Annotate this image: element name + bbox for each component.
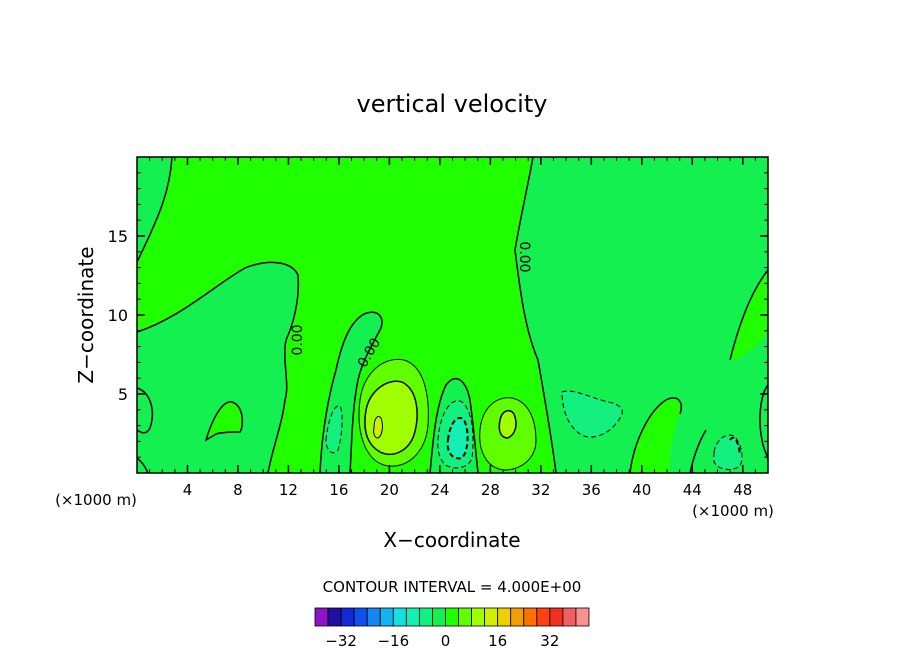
x-scale-note-right: (×1000 m) xyxy=(692,502,774,520)
colorbar-swatch xyxy=(562,607,577,627)
colorbar-swatch xyxy=(340,607,355,627)
colorbar-swatch xyxy=(327,607,342,627)
y-axis-label: Z−coordinate xyxy=(74,246,98,383)
colorbar-swatch xyxy=(523,607,538,627)
x-tick-label: 44 xyxy=(683,481,702,499)
negative-region-right xyxy=(517,157,768,473)
contour-label: 0.00 xyxy=(290,324,306,355)
positive-tongue-right xyxy=(730,270,768,360)
x-tick-label: 24 xyxy=(430,481,449,499)
contour-zero-far-right xyxy=(729,269,769,361)
negative-region-left xyxy=(137,157,172,262)
contour-pos-30-core xyxy=(498,409,517,439)
colorbar-swatch xyxy=(418,607,433,627)
contour-neg-47-core xyxy=(729,436,741,455)
contour-neg-16 xyxy=(325,405,343,454)
colorbar-swatch xyxy=(405,607,420,627)
colorbar: −32 −16 0 16 32 xyxy=(314,607,590,650)
negative-patch-16 xyxy=(326,405,343,453)
x-tick-label: 16 xyxy=(329,481,348,499)
y-tick-label: 10 xyxy=(108,306,128,325)
negative-patch-47 xyxy=(714,434,742,470)
colorbar-swatch xyxy=(445,607,459,627)
colorbar-swatch xyxy=(497,607,512,627)
contour-lines xyxy=(136,156,769,474)
colorbar-swatch xyxy=(484,607,499,627)
contour-zero-right xyxy=(514,156,557,474)
contour-interval-text: CONTOUR INTERVAL = 4.000E+00 xyxy=(323,578,582,596)
colorbar-swatch xyxy=(510,607,525,627)
colorbar-swatch xyxy=(549,607,564,627)
x-tick-label: 48 xyxy=(733,481,752,499)
colorbar-swatch xyxy=(432,607,446,627)
x-tick-label: 40 xyxy=(632,481,651,499)
contour-zero-left-edge xyxy=(136,387,154,434)
colorbar-swatch xyxy=(314,607,329,627)
contour-zero-top-left xyxy=(136,156,173,263)
colorbar-swatch xyxy=(392,607,407,627)
contour-neg-36 xyxy=(561,390,623,438)
colorbar-tick-label: 0 xyxy=(441,632,451,650)
contour-lines-negative xyxy=(325,390,743,470)
colorbar-tick-label: 16 xyxy=(488,632,507,650)
colorbar-swatch xyxy=(471,607,486,627)
contour-pos-30-outer xyxy=(479,397,537,471)
contour-neg-26-core xyxy=(446,417,469,460)
contour-zero-trough xyxy=(429,378,479,474)
negative-patch-36 xyxy=(562,391,623,438)
y-tick-label: 5 xyxy=(118,385,128,404)
positive-blob-lower-right xyxy=(630,397,682,473)
x-tick-label: 20 xyxy=(380,481,399,499)
x-axis: 4 8 12 16 20 24 28 32 36 40 44 48 xyxy=(149,157,756,499)
colorbar-swatch xyxy=(366,607,381,627)
contour-pos-lower-right xyxy=(689,429,707,474)
contour-pos-20-outer xyxy=(358,358,429,467)
contour-pos-20-peak xyxy=(373,415,383,439)
contour-neg-47 xyxy=(713,434,743,470)
colorbar-tick-label: −32 xyxy=(325,632,357,650)
contour-zero-lower-right xyxy=(629,397,682,474)
contour-zero-right-edge xyxy=(759,384,769,461)
colorbar-swatch xyxy=(536,607,551,627)
x-tick-label: 4 xyxy=(183,481,193,499)
contour-pos-20-core xyxy=(364,380,418,456)
x-tick-label: 32 xyxy=(531,481,550,499)
x-tick-label: 12 xyxy=(279,481,298,499)
contour-zero-left xyxy=(136,261,300,341)
chart-title: vertical velocity xyxy=(357,90,548,118)
colorbar-tick-label: −16 xyxy=(377,632,409,650)
colorbar-swatch xyxy=(353,607,368,627)
x-scale-note-left: (×1000 m) xyxy=(55,491,137,509)
x-axis-label: X−coordinate xyxy=(383,528,520,552)
contour-zero-mid xyxy=(319,311,383,474)
y-axis: 5 10 15 xyxy=(108,172,768,458)
colorbar-swatch xyxy=(379,607,394,627)
y-tick-label: 15 xyxy=(108,227,128,246)
small-patch-7 xyxy=(206,401,243,440)
colorbar-tick-label: 32 xyxy=(540,632,559,650)
positive-peak-20 xyxy=(373,416,383,438)
plot-area: 0.00 0.00 0.00 xyxy=(136,156,769,474)
contour-zero-small xyxy=(204,401,244,442)
colorbar-swatch xyxy=(575,607,590,627)
colorbar-swatch xyxy=(458,607,472,627)
x-tick-label: 8 xyxy=(233,481,243,499)
positive-core-30 xyxy=(499,410,516,438)
contour-zero-bottom-left xyxy=(136,457,149,474)
contour-zero-mid-left xyxy=(267,339,288,474)
negative-region-lower-left xyxy=(137,262,299,473)
contour-label: 0.00 xyxy=(516,241,532,272)
contour-neg-26-outer xyxy=(437,400,474,469)
negative-core-26 xyxy=(447,418,468,459)
x-tick-label: 28 xyxy=(481,481,500,499)
x-tick-label: 36 xyxy=(582,481,601,499)
